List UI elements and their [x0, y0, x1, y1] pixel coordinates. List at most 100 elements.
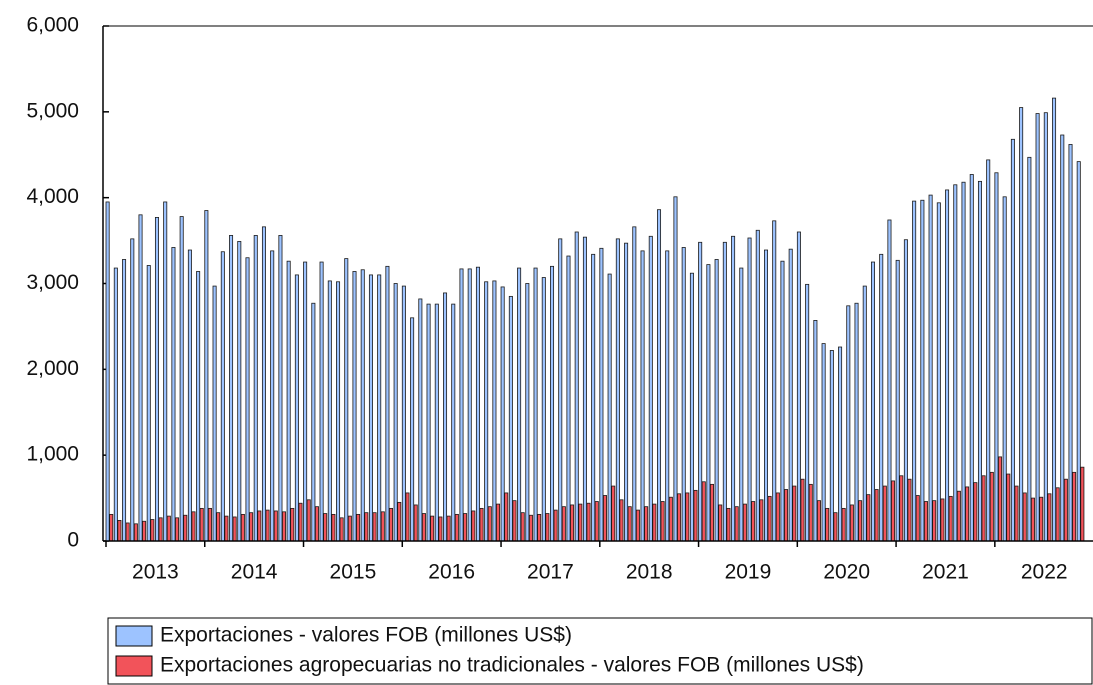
bar — [360, 269, 365, 542]
bar — [525, 283, 530, 542]
bar — [677, 493, 682, 542]
bar — [607, 273, 612, 542]
bar — [701, 481, 706, 542]
bar — [537, 513, 542, 542]
bar — [380, 511, 385, 542]
bar — [986, 159, 991, 542]
bar — [948, 495, 953, 542]
bar — [611, 485, 616, 542]
bar — [496, 503, 501, 542]
bar — [463, 513, 468, 542]
bar — [1047, 493, 1052, 542]
bar — [846, 305, 851, 542]
bar — [681, 247, 686, 542]
bar — [813, 320, 818, 542]
bar — [393, 283, 398, 542]
bar — [899, 475, 904, 542]
bar — [146, 265, 151, 542]
bar — [545, 513, 550, 542]
bar — [912, 200, 917, 542]
y-tick-label: 2,000 — [26, 357, 79, 380]
x-tick-label: 2014 — [231, 561, 278, 584]
bar — [541, 277, 546, 542]
bar — [232, 516, 237, 542]
bar — [339, 517, 344, 542]
bar — [290, 507, 295, 542]
bar — [862, 285, 867, 542]
bar — [389, 507, 394, 542]
x-tick-label: 2020 — [823, 561, 870, 584]
bar — [1006, 473, 1011, 542]
bar — [731, 235, 736, 542]
bar — [566, 255, 571, 542]
bar — [920, 199, 925, 542]
bar — [751, 501, 756, 542]
bar — [591, 253, 596, 542]
bar — [891, 480, 896, 542]
bar — [484, 281, 489, 542]
bar — [673, 196, 678, 542]
bar — [413, 504, 418, 542]
bar — [698, 241, 703, 542]
bar — [344, 258, 349, 542]
x-tick-label: 2022 — [1021, 561, 1068, 584]
bar — [1019, 107, 1024, 542]
bar — [306, 499, 311, 542]
bar — [940, 498, 945, 542]
bar — [685, 492, 690, 542]
bar — [923, 501, 928, 542]
bar — [1063, 478, 1068, 542]
bar — [418, 298, 423, 542]
bar — [805, 283, 810, 542]
bar — [808, 483, 813, 542]
bar — [319, 261, 324, 542]
bar — [574, 231, 579, 542]
bar — [183, 514, 188, 542]
bar — [1022, 492, 1027, 542]
bar — [109, 513, 114, 542]
bar — [1052, 97, 1057, 542]
bar — [166, 515, 171, 542]
bar — [224, 515, 229, 542]
bar — [689, 272, 694, 542]
bar — [311, 302, 316, 542]
bar — [825, 507, 830, 542]
bar — [961, 181, 966, 542]
bar — [229, 235, 234, 542]
bar — [220, 251, 225, 542]
bar — [903, 239, 908, 542]
bar — [405, 492, 410, 542]
bar — [528, 514, 533, 542]
bar — [854, 302, 859, 542]
bar — [125, 522, 130, 542]
bar — [421, 513, 426, 542]
bar — [163, 201, 168, 542]
bar — [492, 280, 497, 542]
bar — [240, 513, 245, 542]
bar — [467, 268, 472, 542]
bar — [331, 513, 336, 542]
bar — [981, 475, 986, 542]
bar — [887, 219, 892, 542]
bar — [517, 267, 522, 542]
bar — [237, 241, 242, 542]
legend-label: Exportaciones agropecuarias no tradicion… — [160, 654, 864, 677]
x-tick-label: 2015 — [330, 561, 377, 584]
bar — [714, 259, 719, 542]
bar — [150, 519, 155, 542]
bar — [945, 189, 950, 542]
bar — [323, 513, 328, 542]
bar — [270, 250, 275, 542]
bar — [265, 509, 270, 542]
bar — [191, 511, 196, 542]
legend-box — [107, 617, 1093, 685]
bar — [500, 286, 505, 542]
bar — [1043, 112, 1048, 542]
bar — [648, 235, 653, 542]
bar — [368, 274, 373, 542]
bar — [578, 503, 583, 542]
bar — [792, 485, 797, 542]
bar — [772, 220, 777, 542]
bar — [660, 501, 665, 542]
bar — [187, 249, 192, 542]
